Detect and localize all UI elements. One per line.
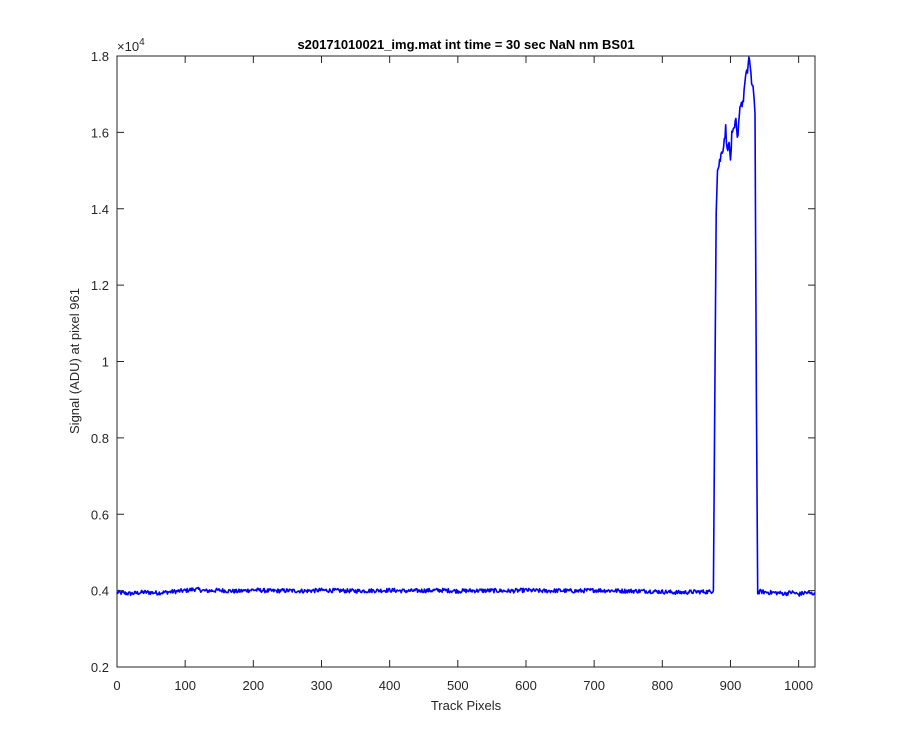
y-tick-label: 1.4 [91,202,109,217]
x-tick-label: 0 [113,678,120,693]
x-tick-label: 1000 [784,678,813,693]
y-axis-exponent-base: ×10 [117,39,139,54]
x-tick-label: 100 [174,678,196,693]
y-axis-label: Signal (ADU) at pixel 961 [67,288,82,434]
y-tick-label: 1.6 [91,125,109,140]
x-tick-label: 800 [651,678,673,693]
y-tick-label: 0.8 [91,431,109,446]
y-tick-label: 1.8 [91,49,109,64]
y-tick-label: 1 [102,355,109,370]
y-tick-label: 0.2 [91,660,109,675]
y-tick-label: 0.6 [91,507,109,522]
y-tick-label: 0.4 [91,584,109,599]
x-tick-label: 600 [515,678,537,693]
plot-area [116,55,816,668]
x-tick-label: 300 [311,678,333,693]
y-axis-exponent-power: 4 [139,37,145,48]
axis-ticks [116,55,815,668]
y-tick-label: 1.2 [91,278,109,293]
axis-tick-labels: 0 100 200 300 400 500 600 700 800 900 1000 0.2 0.4 0.… [91,49,813,693]
x-tick-label: 200 [242,678,264,693]
x-tick-label: 700 [583,678,605,693]
x-tick-label: 500 [447,678,469,693]
x-tick-label: 400 [379,678,401,693]
chart-title: s20171010021_img.mat int time = 30 sec N… [297,37,634,52]
series-line [116,56,816,597]
x-axis-label: Track Pixels [431,698,502,713]
y-axis-exponent: ×104 [117,37,145,54]
x-tick-label: 900 [720,678,742,693]
